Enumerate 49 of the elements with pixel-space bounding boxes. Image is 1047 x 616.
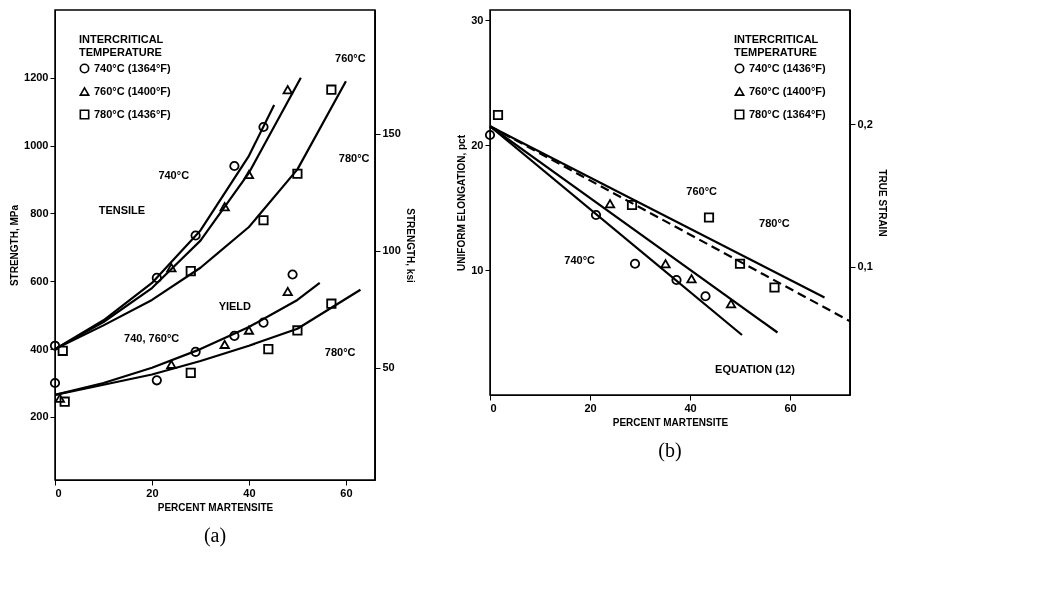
- text: (b): [658, 439, 682, 462]
- x-tick-label: 60: [340, 486, 353, 499]
- y-tick-label: 20: [471, 138, 484, 151]
- y-tick-label: 800: [30, 206, 49, 219]
- y-tick-label: 200: [30, 410, 49, 423]
- legend-label: 760°C (1400°F): [749, 84, 826, 97]
- y-axis-title: UNIFORM ELONGATION, pct: [456, 134, 468, 271]
- y-tick-label: 600: [30, 274, 49, 287]
- x-tick-label: 40: [243, 486, 256, 499]
- legend-label: 760°C (1400°F): [94, 84, 171, 97]
- x-tick-label: 40: [684, 401, 697, 414]
- annotation: 740, 760°C: [124, 332, 180, 344]
- x-tick-label: 20: [146, 486, 159, 499]
- annotation: 780°C: [324, 345, 356, 358]
- x-tick-label: 0: [490, 401, 497, 414]
- annotation: 740°C: [564, 254, 596, 267]
- legend-title: INTERCRITICAL TEMPERATURE: [79, 33, 164, 58]
- annotation: 780°C: [759, 216, 790, 229]
- x-tick-label: 60: [784, 401, 797, 414]
- y-tick-label: 1000: [24, 139, 49, 152]
- y2-tick-label: 100: [382, 244, 401, 257]
- annotation: 780°C: [338, 151, 370, 164]
- legend-label: 740°C (1436°F): [749, 61, 826, 74]
- legend-title: INTERCRITICAL TEMPERATURE: [734, 33, 819, 58]
- legend-label: 780°C (1436°F): [94, 107, 171, 120]
- y2-axis-title: STRENGTH, ksi: [404, 208, 416, 283]
- annotation: 760°C: [335, 52, 366, 65]
- annotation: 740°C: [158, 168, 190, 181]
- y-tick-label: 1200: [24, 71, 49, 84]
- y-axis-title: STRENGTH, MPa: [9, 204, 21, 287]
- x-tick-label: 20: [584, 401, 597, 414]
- legend-label: 740°C (1364°F): [94, 61, 171, 74]
- text: (a): [203, 524, 227, 547]
- y2-tick-label: 0,1: [857, 260, 873, 273]
- annotation: TENSILE: [98, 203, 146, 216]
- x-axis-title: PERCENT MARTENSITE: [157, 501, 274, 513]
- y-tick-label: 10: [471, 263, 484, 276]
- legend-label: 780°C (1364°F): [749, 107, 826, 120]
- y-tick-label: 30: [471, 13, 484, 26]
- annotation: EQUATION (12): [715, 362, 796, 375]
- annotation: 760°C: [686, 185, 718, 198]
- y-tick-label: 400: [30, 342, 49, 355]
- y2-tick-label: 150: [382, 127, 401, 140]
- y2-tick-label: 50: [382, 361, 395, 374]
- annotation: YIELD: [218, 299, 252, 312]
- x-axis-title: PERCENT MARTENSITE: [612, 416, 729, 428]
- y2-axis-title: TRUE STRAIN: [876, 169, 888, 237]
- x-tick-label: 0: [55, 486, 62, 499]
- y2-tick-label: 0,2: [857, 117, 873, 130]
